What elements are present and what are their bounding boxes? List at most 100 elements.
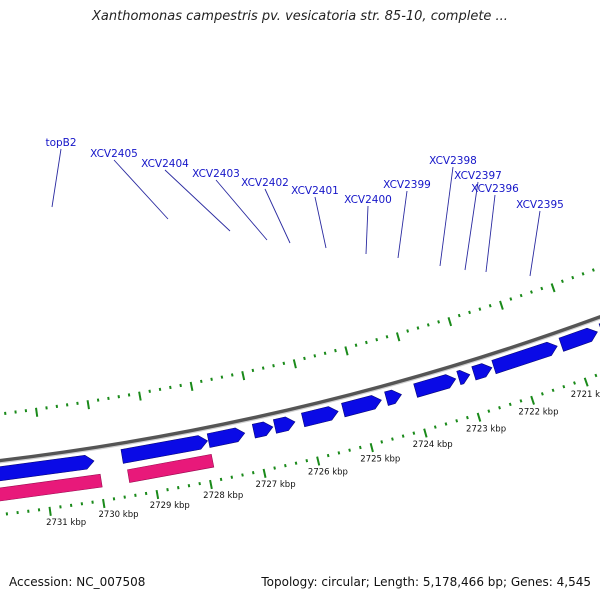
outer-tick bbox=[498, 406, 501, 410]
gene-label: XCV2400 bbox=[344, 194, 392, 206]
accession-text: Accession: NC_007508 bbox=[9, 575, 146, 589]
outer-tick bbox=[337, 451, 341, 455]
gene-label: XCV2402 bbox=[241, 177, 289, 189]
inner-tick bbox=[375, 337, 379, 342]
topology-text: Topology: circular; Length: 5,178,466 bp… bbox=[261, 575, 591, 589]
backbone-arc-highlight bbox=[0, 318, 600, 464]
outer-tick bbox=[241, 473, 244, 477]
inner-tick bbox=[540, 286, 544, 291]
outer-tick bbox=[433, 425, 437, 429]
outer-tick bbox=[144, 491, 148, 496]
inner-tick bbox=[323, 351, 327, 355]
outer-tick bbox=[423, 428, 428, 438]
gene-arrow bbox=[456, 370, 471, 386]
outer-tick bbox=[326, 453, 330, 458]
inner-tick bbox=[426, 323, 430, 327]
inner-tick bbox=[334, 348, 337, 353]
gene-label: XCV2403 bbox=[192, 168, 240, 180]
inner-tick bbox=[230, 373, 234, 377]
outer-tick bbox=[187, 484, 191, 488]
outer-tick bbox=[487, 409, 491, 413]
inner-tick bbox=[354, 343, 358, 347]
gene-label: topB2 bbox=[45, 137, 76, 149]
outer-tick bbox=[444, 422, 448, 426]
leader-line bbox=[365, 205, 369, 255]
inner-tick bbox=[148, 389, 151, 393]
outer-tick bbox=[401, 434, 405, 438]
ruler-label: 2721 kbp bbox=[571, 390, 600, 400]
inner-tick bbox=[457, 313, 461, 318]
inner-tick bbox=[416, 326, 420, 330]
leader-line bbox=[164, 169, 231, 232]
rna-feature bbox=[127, 454, 215, 483]
outer-tick bbox=[562, 384, 566, 389]
outer-tick bbox=[294, 461, 298, 465]
outer-tick bbox=[155, 489, 160, 500]
gene-label: XCV2399 bbox=[383, 179, 431, 191]
gene-arrow bbox=[558, 327, 598, 352]
gene-arrow bbox=[301, 406, 339, 428]
ruler-label: 2722 kbp bbox=[518, 408, 558, 418]
outer-tick bbox=[209, 479, 213, 490]
gene-label: XCV2405 bbox=[90, 148, 138, 160]
gene-arrow bbox=[471, 363, 493, 381]
gene-label-leaders bbox=[51, 148, 541, 277]
inner-tick bbox=[344, 346, 349, 356]
outer-tick bbox=[230, 475, 234, 479]
inner-tick bbox=[189, 381, 194, 392]
ruler-label: 2725 kbp bbox=[360, 454, 400, 464]
outer-tick bbox=[48, 506, 52, 516]
gene-labels: topB2 XCV2405XCV2404XCV2403XCV2402XCV2401… bbox=[45, 137, 563, 211]
inner-tick bbox=[447, 317, 453, 327]
outer-tick bbox=[519, 399, 523, 403]
outer-tick bbox=[316, 456, 321, 466]
inner-tick bbox=[437, 320, 440, 324]
inner-tick bbox=[509, 297, 513, 301]
outer-tick bbox=[176, 486, 180, 490]
outer-tick bbox=[455, 419, 459, 423]
inner-tick bbox=[158, 387, 162, 392]
gene-track bbox=[0, 323, 600, 482]
outer-tick-ring bbox=[5, 373, 598, 516]
ruler-labels: 2731 kbp 2730 kbp 2729 kbp 2728 kbp 2727 kbp… bbox=[46, 390, 600, 528]
inner-tick bbox=[251, 368, 255, 373]
ruler-label: 2731 kbp bbox=[46, 518, 86, 528]
leader-line bbox=[529, 210, 541, 277]
inner-tick bbox=[138, 391, 142, 401]
ruler-label: 2727 kbp bbox=[256, 480, 296, 490]
outer-tick bbox=[573, 381, 576, 385]
gene-label: XCV2397 bbox=[454, 170, 502, 182]
inner-tick bbox=[468, 310, 471, 315]
inner-tick bbox=[550, 283, 556, 293]
inner-tick bbox=[127, 393, 131, 397]
inner-tick bbox=[313, 354, 317, 358]
leader-line bbox=[439, 166, 454, 267]
inner-tick bbox=[499, 300, 504, 310]
inner-tick-ring bbox=[4, 268, 595, 417]
outer-tick bbox=[284, 463, 287, 468]
inner-tick bbox=[571, 275, 575, 280]
outer-tick bbox=[358, 445, 362, 450]
outer-tick bbox=[412, 431, 416, 435]
inner-tick bbox=[35, 407, 39, 417]
leader-line bbox=[485, 194, 496, 273]
backbone-arc bbox=[0, 314, 600, 463]
gene-arrow bbox=[120, 435, 209, 464]
outer-tick bbox=[466, 415, 469, 420]
ruler-label: 2730 kbp bbox=[98, 510, 138, 520]
inner-tick bbox=[86, 400, 90, 410]
outer-tick bbox=[540, 392, 544, 396]
inner-tick bbox=[591, 268, 595, 272]
inner-tick bbox=[530, 290, 533, 294]
inner-tick bbox=[292, 359, 297, 369]
outer-tick bbox=[583, 377, 589, 387]
inner-tick bbox=[210, 377, 213, 381]
gene-arrow bbox=[384, 389, 402, 406]
rna-feature bbox=[0, 473, 103, 502]
leader-line bbox=[215, 179, 268, 241]
genome-backbone bbox=[0, 314, 600, 464]
gene-label: XCV2404 bbox=[141, 158, 189, 170]
gene-arrow bbox=[0, 454, 95, 482]
ruler-label: 2723 kbp bbox=[466, 424, 506, 434]
